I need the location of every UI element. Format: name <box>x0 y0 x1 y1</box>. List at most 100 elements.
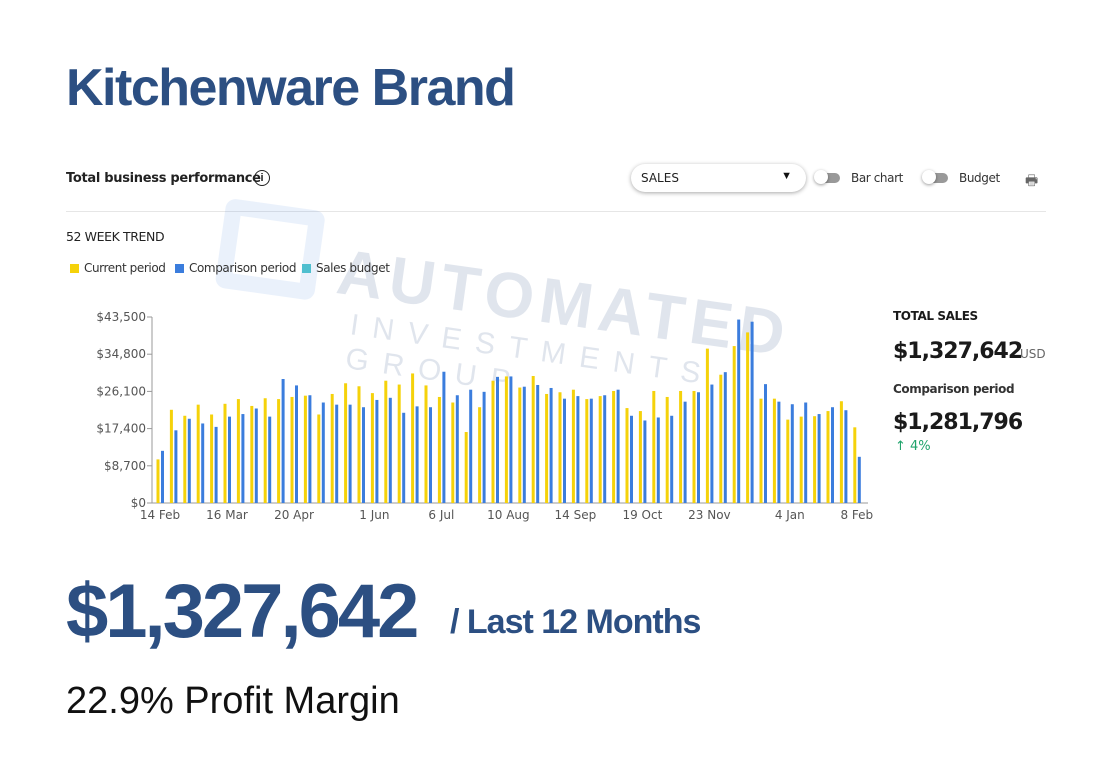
bar-current-period <box>692 390 696 503</box>
bar-comparison-period <box>496 376 499 503</box>
bar-comparison-period <box>308 395 312 503</box>
watermark-logo-icon <box>214 197 326 301</box>
x-tick-label: 8 Feb <box>840 508 873 522</box>
legend-comparison[interactable]: Comparison period <box>175 261 296 275</box>
y-tick-label: $34,800 <box>96 347 146 361</box>
bar-comparison-period <box>536 384 540 503</box>
headline-period: / Last 12 Months <box>450 603 701 641</box>
bar-current-period <box>478 407 482 503</box>
bar-comparison-period <box>254 408 258 503</box>
bar-current-period <box>277 399 281 503</box>
bar-current-period <box>853 427 857 503</box>
y-tick-label: $26,100 <box>96 384 146 398</box>
x-tick-label: 1 Jun <box>359 508 389 522</box>
bar-current-period <box>196 404 200 503</box>
profit-margin: 22.9% Profit Margin <box>66 680 400 722</box>
bar-current-period <box>437 396 441 503</box>
bar-comparison-period <box>442 371 446 503</box>
total-sales-value: $1,327,642 <box>893 339 1023 364</box>
bar-comparison-period <box>817 414 821 503</box>
page-title: Kitchenware Brand <box>66 59 516 117</box>
bar-comparison-period <box>402 412 406 503</box>
panel-title: Total business performance <box>66 171 261 186</box>
bar-current-period <box>183 415 187 503</box>
y-tick-label: $0 <box>131 496 146 510</box>
change-indicator: ↑ 4% <box>895 439 931 454</box>
budget-toggle[interactable] <box>922 170 948 184</box>
bar-comparison-period <box>362 407 365 503</box>
bar-current-period <box>612 390 616 503</box>
bar-current-period <box>558 392 562 503</box>
bar-current-period <box>411 373 415 503</box>
bar-current-period <box>424 385 428 503</box>
bar-comparison-period <box>857 456 861 503</box>
bar-comparison-period <box>777 401 781 503</box>
bar-comparison-period <box>683 401 687 503</box>
print-icon[interactable]: 🖶 <box>1025 172 1039 188</box>
bar-current-period <box>290 396 294 503</box>
bar-comparison-period <box>295 385 298 503</box>
bar-comparison-period <box>630 415 633 503</box>
bar-comparison-period <box>670 415 674 503</box>
bar-comparison-period <box>589 398 593 503</box>
budget-toggle-label: Budget <box>959 171 1000 185</box>
bar-current-period <box>263 398 267 503</box>
bar-current-period <box>451 402 455 503</box>
y-tick-label: $17,400 <box>96 422 146 436</box>
bar-comparison-period <box>469 389 473 503</box>
x-tick-label: 4 Jan <box>775 508 805 522</box>
caret-down-icon: ▼ <box>781 170 792 182</box>
metric-select[interactable]: SALES ▼ <box>631 164 806 192</box>
bar-comparison-period <box>228 416 231 503</box>
bar-comparison-period <box>522 386 526 503</box>
bar-current-period <box>531 376 535 503</box>
legend-label: Sales budget <box>316 261 390 275</box>
bar-current-period <box>236 399 240 503</box>
bar-current-period <box>357 386 361 503</box>
bar-comparison-period <box>415 406 419 503</box>
bar-current-period <box>585 399 589 503</box>
x-tick-label: 23 Nov <box>688 508 731 522</box>
bar-comparison-period <box>429 407 432 503</box>
bar-comparison-period <box>603 395 607 503</box>
x-tick-label: 16 Mar <box>206 508 248 522</box>
legend-swatch <box>175 263 184 273</box>
bar-comparison-period <box>201 423 205 503</box>
bar-comparison-period <box>321 402 325 503</box>
headline-value: $1,327,642 <box>66 569 419 654</box>
x-tick-label: 19 Oct <box>622 508 662 522</box>
bar-current-period <box>839 401 843 503</box>
bar-comparison-period <box>723 372 727 503</box>
bar-comparison-period <box>790 404 794 503</box>
bar-comparison-period <box>509 376 513 503</box>
bar-current-period <box>665 396 669 503</box>
bar-current-period <box>571 389 575 503</box>
bar-comparison-period <box>750 321 754 503</box>
bar-comparison-period <box>214 426 218 503</box>
bar-comparison-period <box>616 389 620 503</box>
bar-current-period <box>625 408 629 503</box>
bar-current-period <box>317 414 321 503</box>
bar-comparison-period <box>388 397 392 503</box>
currency-label: USD <box>1020 347 1046 361</box>
bar-current-period <box>330 393 334 503</box>
bar-chart-toggle[interactable] <box>814 170 840 184</box>
divider <box>66 211 1046 212</box>
bar-current-period <box>799 416 803 503</box>
bar-current-period <box>746 332 750 503</box>
bar-comparison-period <box>764 384 767 503</box>
bar-current-period <box>169 409 173 503</box>
bar-comparison-period <box>281 379 285 503</box>
bar-current-period <box>545 393 549 503</box>
metric-select-value: SALES <box>641 171 679 185</box>
info-icon[interactable]: i <box>254 170 270 186</box>
bar-current-period <box>705 348 709 503</box>
x-tick-label: 14 Feb <box>140 508 180 522</box>
bar-comparison-period <box>187 418 191 503</box>
bar-current-period <box>732 346 736 503</box>
bar-current-period <box>303 395 307 503</box>
legend-budget[interactable]: Sales budget <box>302 261 390 275</box>
legend-current[interactable]: Current period <box>70 261 166 275</box>
bar-comparison-period <box>348 404 352 503</box>
